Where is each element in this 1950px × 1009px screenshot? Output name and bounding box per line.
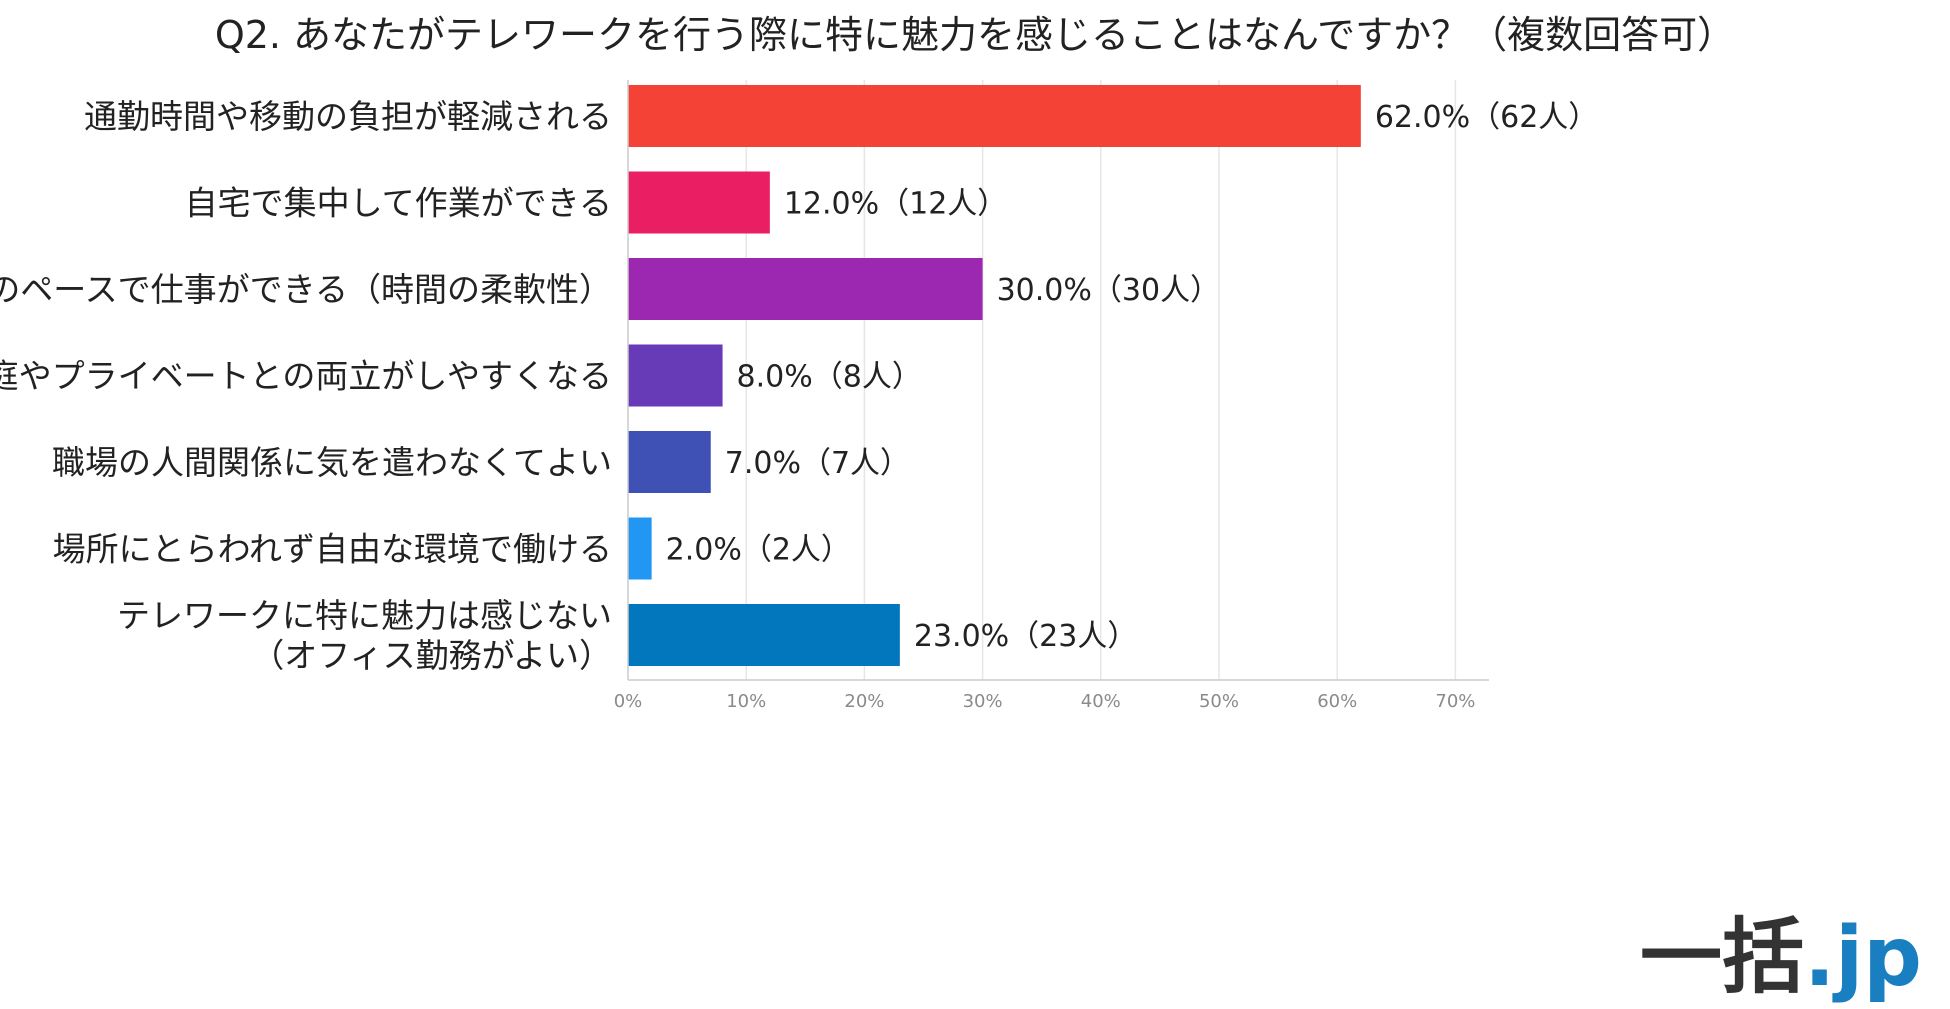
brand-logo: 一括.jp: [1640, 910, 1922, 1005]
data-label: 23.0%（23人）: [914, 619, 1137, 654]
bar: [628, 85, 1361, 147]
category-label: 家庭やプライベートとの両立がしやすくなる: [0, 357, 612, 396]
gridlines: [745, 80, 1457, 680]
category-label: 通勤時間や移動の負担が軽減される: [84, 97, 612, 136]
data-label: 62.0%（62人）: [1375, 100, 1598, 135]
x-tick-label: 60%: [1317, 691, 1357, 712]
data-label: 8.0%（8人）: [737, 360, 922, 395]
bar: [628, 604, 900, 666]
category-label: 場所にとらわれず自由な環境で働ける: [53, 530, 612, 569]
brand-logo-main: 一括: [1640, 910, 1804, 1005]
labels: 通勤時間や移動の負担が軽減される 62.0%（62人） 自宅で集中して作業ができる 1…: [0, 97, 1598, 675]
bar: [628, 517, 652, 580]
data-label: 12.0%（12人）: [784, 187, 1007, 222]
category-label: 自分のペースで仕事ができる（時間の柔軟性）: [0, 270, 612, 309]
bar: [628, 431, 711, 493]
category-label: テレワークに特に魅力は感じない: [117, 596, 612, 635]
category-label: 職場の人間関係に気を遣わなくてよい: [52, 443, 612, 482]
x-axis: 0% 10% 20% 30% 40% 50% 60% 70%: [614, 80, 1490, 712]
data-label: 30.0%（30人）: [997, 273, 1220, 308]
x-tick-label: 30%: [963, 691, 1003, 712]
brand-logo-suffix: .jp: [1804, 910, 1922, 1005]
brand-logo-text: 一括.jp: [1640, 910, 1922, 1005]
x-tick-label: 50%: [1199, 691, 1239, 712]
x-tick-label: 40%: [1081, 691, 1121, 712]
category-label: （オフィス勤務がよい）: [251, 636, 612, 675]
x-tick-label: 10%: [726, 691, 766, 712]
data-label: 7.0%（7人）: [725, 446, 910, 481]
x-tick-label: 70%: [1435, 691, 1475, 712]
x-tick-label: 20%: [844, 691, 884, 712]
data-label: 2.0%（2人）: [666, 533, 851, 568]
x-tick-label: 0%: [614, 691, 643, 712]
bar: [628, 344, 723, 407]
category-label: 自宅で集中して作業ができる: [185, 184, 612, 223]
bars: [628, 85, 1361, 666]
bar: [628, 258, 983, 320]
bar: [628, 171, 770, 234]
chart-title: Q2. あなたがテレワークを行う際に特に魅力を感じることはなんですか？（複数回答…: [215, 13, 1735, 57]
